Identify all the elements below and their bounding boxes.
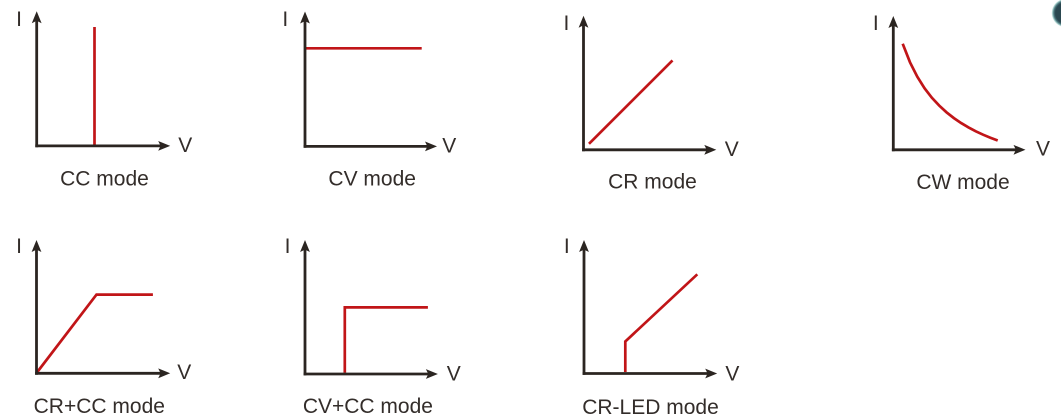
svg-text:I: I (282, 8, 288, 31)
svg-text:CW mode: CW mode (916, 171, 1009, 194)
svg-text:CR mode: CR mode (608, 171, 697, 194)
svg-text:I: I (873, 12, 879, 35)
svg-text:I: I (16, 235, 22, 258)
svg-text:V: V (178, 134, 192, 157)
svg-text:CV mode: CV mode (328, 167, 416, 190)
svg-text:I: I (16, 8, 22, 31)
svg-text:V: V (447, 362, 461, 385)
svg-text:V: V (725, 138, 739, 161)
svg-text:CR-LED mode: CR-LED mode (582, 396, 719, 419)
svg-text:CC mode: CC mode (60, 167, 149, 190)
svg-text:I: I (564, 12, 570, 35)
svg-text:CR+CC mode: CR+CC mode (34, 395, 165, 418)
svg-text:CV+CC mode: CV+CC mode (303, 395, 433, 418)
svg-text:I: I (285, 235, 291, 258)
svg-text:I: I (564, 235, 570, 258)
svg-text:V: V (442, 135, 456, 158)
svg-text:V: V (725, 363, 739, 386)
svg-text:V: V (1036, 138, 1050, 161)
svg-text:V: V (177, 361, 191, 384)
